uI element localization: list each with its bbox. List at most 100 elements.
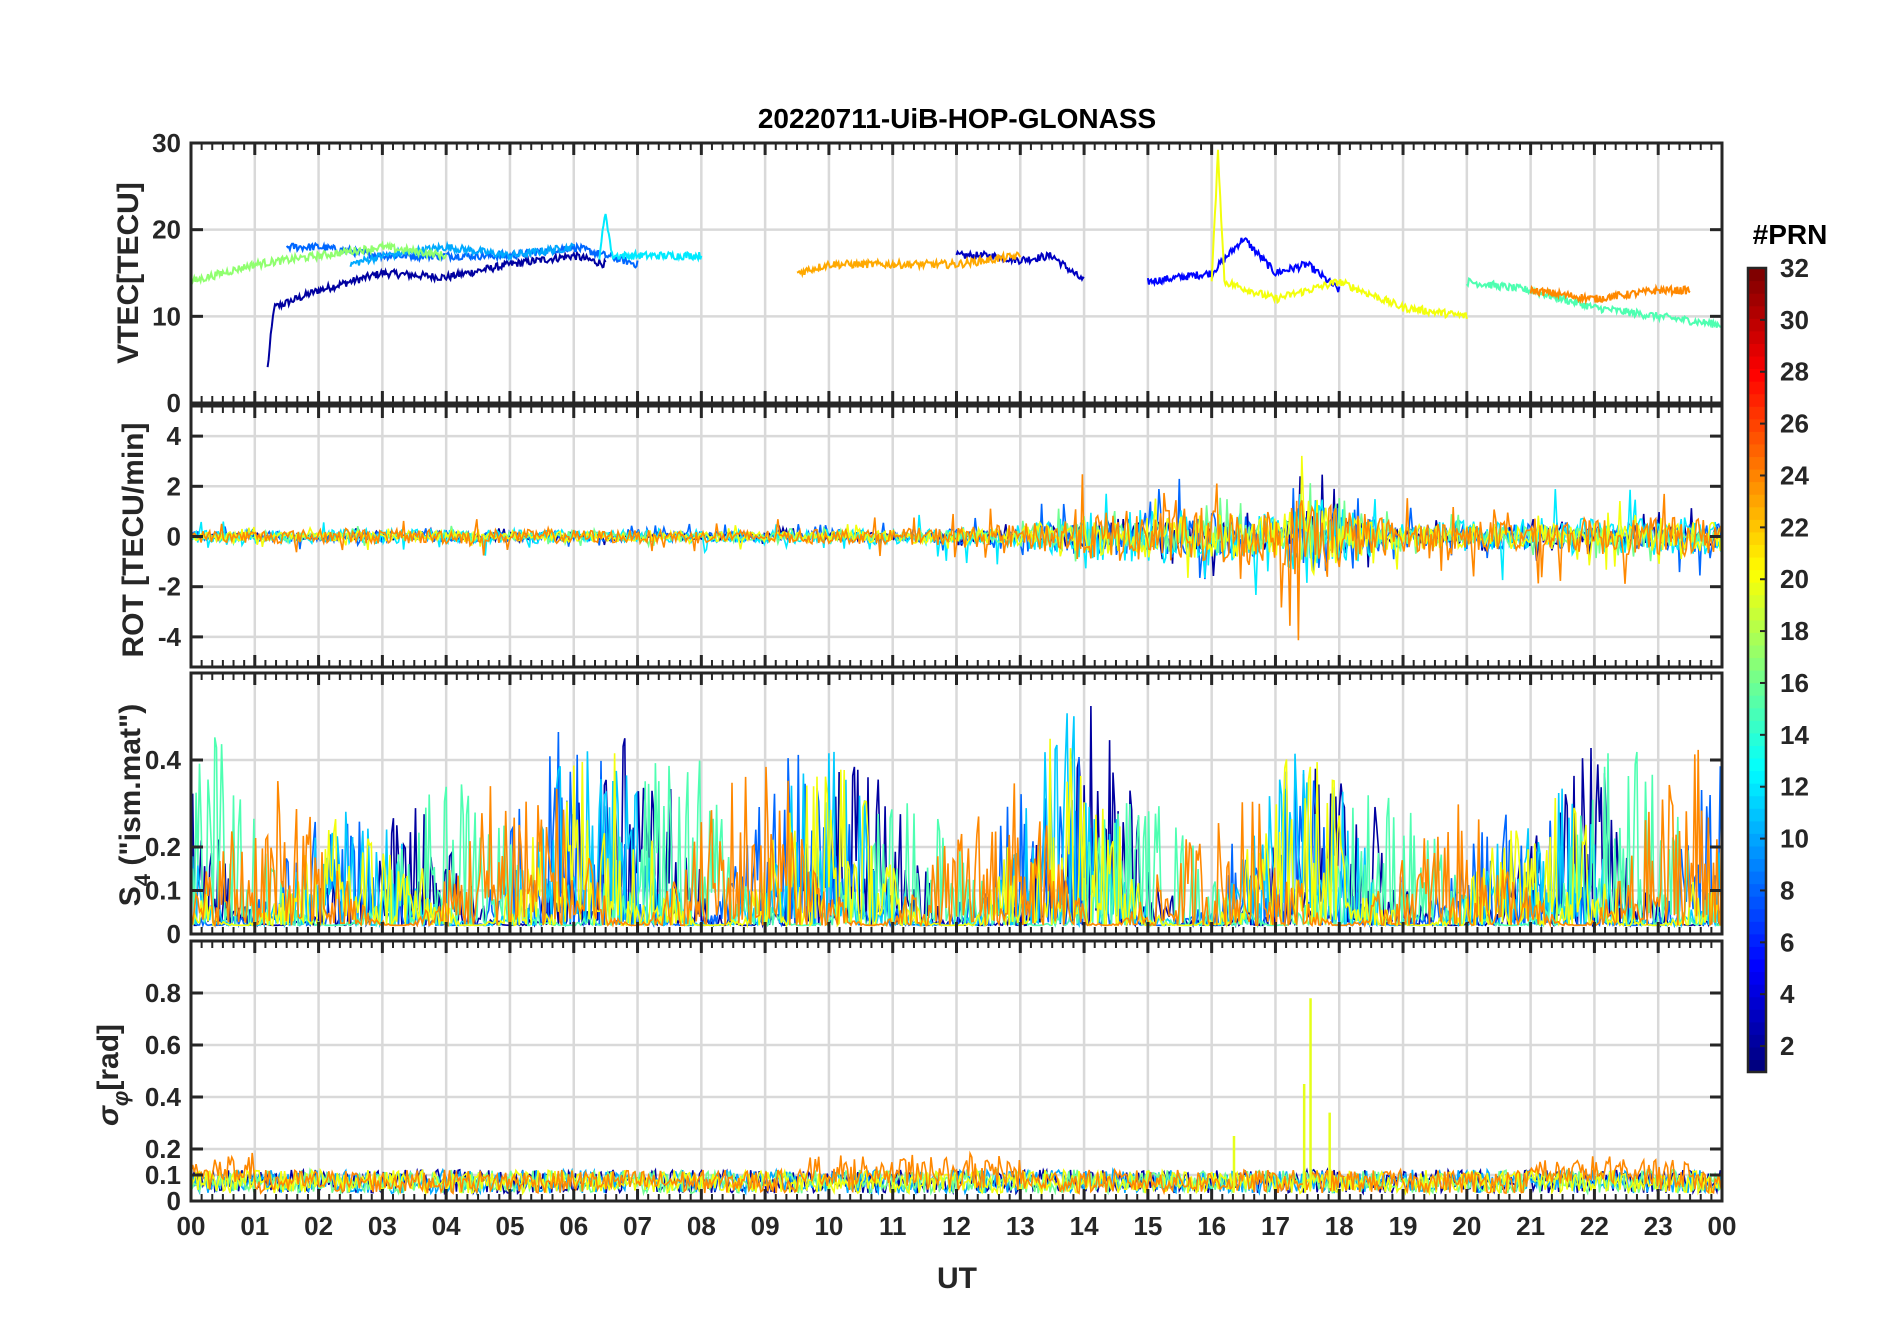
x-tick-label: 22 xyxy=(1580,1211,1609,1241)
colorbar-tick-label: 26 xyxy=(1780,409,1809,439)
colorbar-swatch xyxy=(1748,984,1766,998)
colorbar-swatch xyxy=(1748,883,1766,897)
x-tick-label: 19 xyxy=(1389,1211,1418,1241)
colorbar-swatch xyxy=(1748,795,1766,809)
y-tick-label: 2 xyxy=(167,471,181,501)
colorbar-swatch xyxy=(1748,293,1766,307)
series-line-prn-10 xyxy=(349,240,575,267)
colorbar-swatch xyxy=(1748,1009,1766,1023)
series-line-prn-23 xyxy=(796,250,1022,279)
colorbar-tick-label: 14 xyxy=(1780,720,1809,750)
colorbar-swatch xyxy=(1748,1046,1766,1061)
colorbar-tick-label: 16 xyxy=(1780,668,1809,698)
axes: 0 0.1 0.2 0.4 xyxy=(145,671,1724,949)
colorbar-swatch xyxy=(1748,343,1766,357)
figure-title: 20220711-UiB-HOP-GLONASS xyxy=(758,103,1156,134)
colorbar-tick-label: 4 xyxy=(1780,979,1795,1009)
x-tick-label: 12 xyxy=(942,1211,971,1241)
colorbar-swatch xyxy=(1748,770,1766,784)
y-tick-label: 0 xyxy=(167,1186,181,1216)
y-tick-label: 0 xyxy=(167,388,181,418)
colorbar-swatch xyxy=(1748,933,1766,947)
colorbar-swatch xyxy=(1748,1034,1766,1048)
s4-y-label-rest: ("ism.mat") xyxy=(114,704,147,874)
s4-panel: 0 0.1 0.2 0.4 xyxy=(145,671,1724,949)
colorbar-swatch xyxy=(1748,632,1766,646)
colorbar-tick-label: 22 xyxy=(1780,512,1809,542)
s4-y-label-main: S xyxy=(114,886,147,906)
x-tick-label: 08 xyxy=(687,1211,716,1241)
x-tick-label: 20 xyxy=(1452,1211,1481,1241)
colorbar-swatch xyxy=(1748,544,1766,558)
y-tick-label: 0 xyxy=(167,919,181,949)
colorbar-swatch xyxy=(1748,456,1766,470)
colorbar-swatch xyxy=(1748,670,1766,684)
colorbar-tick-label: 8 xyxy=(1780,875,1794,905)
colorbar-swatch xyxy=(1748,393,1766,407)
colorbar-swatch xyxy=(1748,971,1766,985)
colorbar-swatch xyxy=(1748,355,1766,370)
series-line-prn-17 xyxy=(191,240,448,287)
x-tick-label: 10 xyxy=(814,1211,843,1241)
colorbar-swatch xyxy=(1748,921,1766,935)
colorbar-tick-label: 30 xyxy=(1780,305,1809,335)
colorbar-swatch xyxy=(1748,506,1766,520)
colorbar-swatch xyxy=(1748,657,1766,671)
series-line-prn-24 xyxy=(1529,283,1691,306)
x-tick-label: 00 xyxy=(1708,1211,1737,1241)
grid xyxy=(189,141,1724,405)
x-tick-label: 18 xyxy=(1325,1211,1354,1241)
colorbar-swatch xyxy=(1748,682,1766,696)
y-tick-label: 0.1 xyxy=(145,1160,181,1190)
series-line-prn-5 xyxy=(1146,237,1341,293)
colorbar-swatch xyxy=(1748,469,1766,483)
x-tick-label: 07 xyxy=(623,1211,652,1241)
colorbar-swatch xyxy=(1748,607,1766,621)
axes: 0 10 20 30 xyxy=(152,128,1724,418)
colorbar-swatch xyxy=(1748,368,1766,382)
colorbar-swatch xyxy=(1748,996,1766,1010)
colorbar-swatch xyxy=(1748,330,1766,344)
sigma-phi-panel: 00.10.2 0.4 0.6 0.8 00 01 02 03 04 05 06 07 08 09 10 11… xyxy=(145,939,1737,1241)
colorbar-swatch xyxy=(1748,318,1766,332)
colorbar-swatch xyxy=(1748,833,1766,847)
colorbar-swatch xyxy=(1748,1059,1766,1073)
colorbar-tick-label: 24 xyxy=(1780,460,1809,490)
x-tick-label: 23 xyxy=(1644,1211,1673,1241)
y-tick-label: 0.4 xyxy=(145,745,182,775)
colorbar-frame xyxy=(1746,266,1768,1074)
colorbar-swatch xyxy=(1748,908,1766,922)
series-line-prn-24 xyxy=(191,1150,1722,1196)
colorbar-swatch xyxy=(1748,556,1766,571)
colorbar-swatch xyxy=(1748,732,1766,746)
colorbar-swatch xyxy=(1748,858,1766,872)
colorbar-swatch xyxy=(1748,481,1766,495)
colorbar-tick-label: 12 xyxy=(1780,772,1809,802)
grid xyxy=(189,941,1724,1203)
colorbar-swatch xyxy=(1748,280,1766,294)
vtec-y-label: VTEC[TECU] xyxy=(112,182,145,364)
colorbar-swatch xyxy=(1748,305,1766,319)
sigma-y-label: σφ[rad] xyxy=(92,1024,133,1126)
colorbar-swatch xyxy=(1748,519,1766,533)
x-tick-label: 16 xyxy=(1197,1211,1226,1241)
y-tick-label: 4 xyxy=(167,421,182,451)
axes: -4 -2 0 2 4 xyxy=(158,404,1724,669)
y-tick-label: 0 xyxy=(167,522,181,552)
y-tick-label: 30 xyxy=(152,128,181,158)
colorbar-tick-label: 6 xyxy=(1780,927,1794,957)
y-tick-label: 0.8 xyxy=(145,978,181,1008)
colorbar-swatch xyxy=(1748,418,1766,432)
y-tick-label: 0.2 xyxy=(145,832,181,862)
series-line-prn-10 xyxy=(191,1166,1722,1196)
colorbar-tick-label: 18 xyxy=(1780,616,1809,646)
colorbar-swatch xyxy=(1748,745,1766,759)
colorbar-tick-label: 32 xyxy=(1780,253,1809,283)
x-tick-label: 06 xyxy=(559,1211,588,1241)
colorbar-swatch xyxy=(1748,406,1766,420)
colorbar-swatch xyxy=(1748,443,1766,458)
y-tick-label: -2 xyxy=(158,572,181,602)
y-tick-label: 10 xyxy=(152,301,181,331)
colorbar-swatch xyxy=(1748,381,1766,395)
